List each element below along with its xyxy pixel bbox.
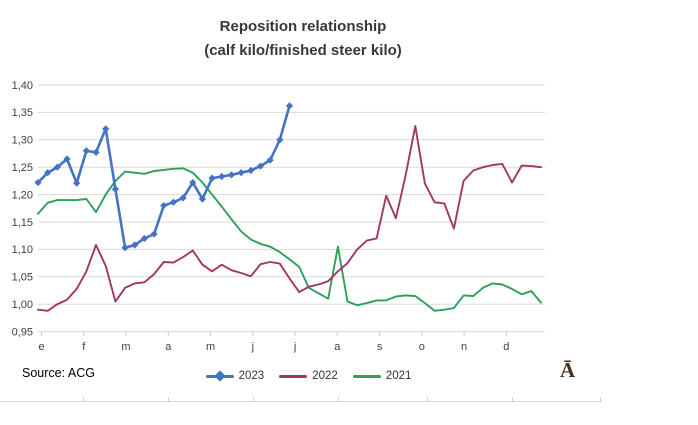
y-tick-label: 0,95 xyxy=(12,326,33,338)
y-tick-label: 1,25 xyxy=(12,162,33,174)
x-tick-label: a xyxy=(165,341,172,353)
x-tick-label: m xyxy=(206,341,215,353)
series-marker-2023 xyxy=(131,241,139,249)
series-marker-2023 xyxy=(227,171,236,179)
y-tick-label: 1,05 xyxy=(12,272,33,284)
series-marker-2023 xyxy=(34,178,42,187)
x-tick-label: j xyxy=(293,341,296,353)
series-marker-2023 xyxy=(169,198,178,206)
series-marker-2023 xyxy=(160,201,168,210)
y-tick-label: 1,00 xyxy=(12,299,33,311)
series-marker-2023 xyxy=(189,178,197,187)
series-marker-2023 xyxy=(92,148,100,157)
bottom-ruler-tick xyxy=(338,397,339,402)
x-tick-label: a xyxy=(334,341,341,353)
x-tick-label: e xyxy=(38,341,44,353)
series-marker-2023 xyxy=(140,234,149,243)
series-marker-2023 xyxy=(237,169,245,177)
x-tick-label: j xyxy=(251,341,254,353)
x-tick-label: n xyxy=(461,341,467,353)
bottom-ruler xyxy=(0,397,602,402)
chart-legend: 2023 2022 2021 xyxy=(55,368,562,384)
series-marker-2023 xyxy=(256,162,265,170)
series-marker-2023 xyxy=(102,125,110,133)
bottom-ruler-tick xyxy=(253,397,254,402)
legend-label-2021: 2021 xyxy=(385,370,412,382)
y-tick-label: 1,40 xyxy=(12,80,33,92)
series-marker-2023 xyxy=(218,172,226,181)
legend-item-2022: 2022 xyxy=(279,370,338,382)
series-marker-2023 xyxy=(63,155,71,163)
series-marker-2023 xyxy=(208,174,216,182)
bottom-ruler-line xyxy=(0,401,602,402)
series-marker-2023 xyxy=(198,195,207,203)
bottom-ruler-tick xyxy=(83,397,84,402)
legend-diamond-marker xyxy=(213,370,226,382)
legend-label-2023: 2023 xyxy=(238,370,265,382)
legend-item-2023: 2023 xyxy=(205,370,265,382)
series-line-2022 xyxy=(37,125,542,312)
bottom-ruler-tick xyxy=(168,397,169,402)
series-marker-2023 xyxy=(44,169,52,177)
series-line-2023 xyxy=(36,104,291,250)
series-marker-2023 xyxy=(276,136,284,144)
legend-line-sample-2022 xyxy=(279,372,308,381)
series-line-2021 xyxy=(37,167,542,312)
series-marker-2023 xyxy=(266,156,274,164)
legend-label-2022: 2022 xyxy=(312,370,338,382)
series-marker-2023 xyxy=(111,185,119,193)
bottom-ruler-tick xyxy=(427,397,428,402)
x-tick-label: s xyxy=(377,341,383,353)
series-marker-2023 xyxy=(53,163,61,171)
x-tick-label: d xyxy=(503,341,509,353)
source-label: Source: ACG xyxy=(22,366,95,380)
x-tick-label: o xyxy=(419,341,425,353)
x-tick-label: m xyxy=(121,341,130,353)
chart-title-line2: (calf kilo/finished steer kilo) xyxy=(204,42,402,59)
series-marker-2023 xyxy=(247,166,255,175)
legend-line-sample-2021 xyxy=(352,372,381,381)
bottom-ruler-tick xyxy=(512,397,513,402)
corner-glyph: Ā xyxy=(560,358,576,382)
chart-title: Reposition relationship (calf kilo/finis… xyxy=(63,15,543,63)
series-marker-2023 xyxy=(179,194,187,202)
series-marker-2023 xyxy=(121,244,129,252)
series-marker-2023 xyxy=(73,179,81,187)
y-tick-label: 1,20 xyxy=(12,189,33,201)
y-tick-label: 1,10 xyxy=(12,244,33,256)
series-marker-2023 xyxy=(82,147,90,155)
series-marker-2023 xyxy=(150,230,158,238)
series-marker-2023 xyxy=(285,102,294,110)
x-tick-label: f xyxy=(82,341,86,353)
y-tick-label: 1,15 xyxy=(12,217,33,229)
bottom-ruler-tick xyxy=(600,397,601,402)
y-tick-label: 1,30 xyxy=(12,135,33,147)
legend-item-2021: 2021 xyxy=(352,370,412,382)
legend-line-sample-2023 xyxy=(205,370,234,382)
y-tick-label: 1,35 xyxy=(12,107,33,119)
chart-title-line1: Reposition relationship xyxy=(219,18,387,35)
